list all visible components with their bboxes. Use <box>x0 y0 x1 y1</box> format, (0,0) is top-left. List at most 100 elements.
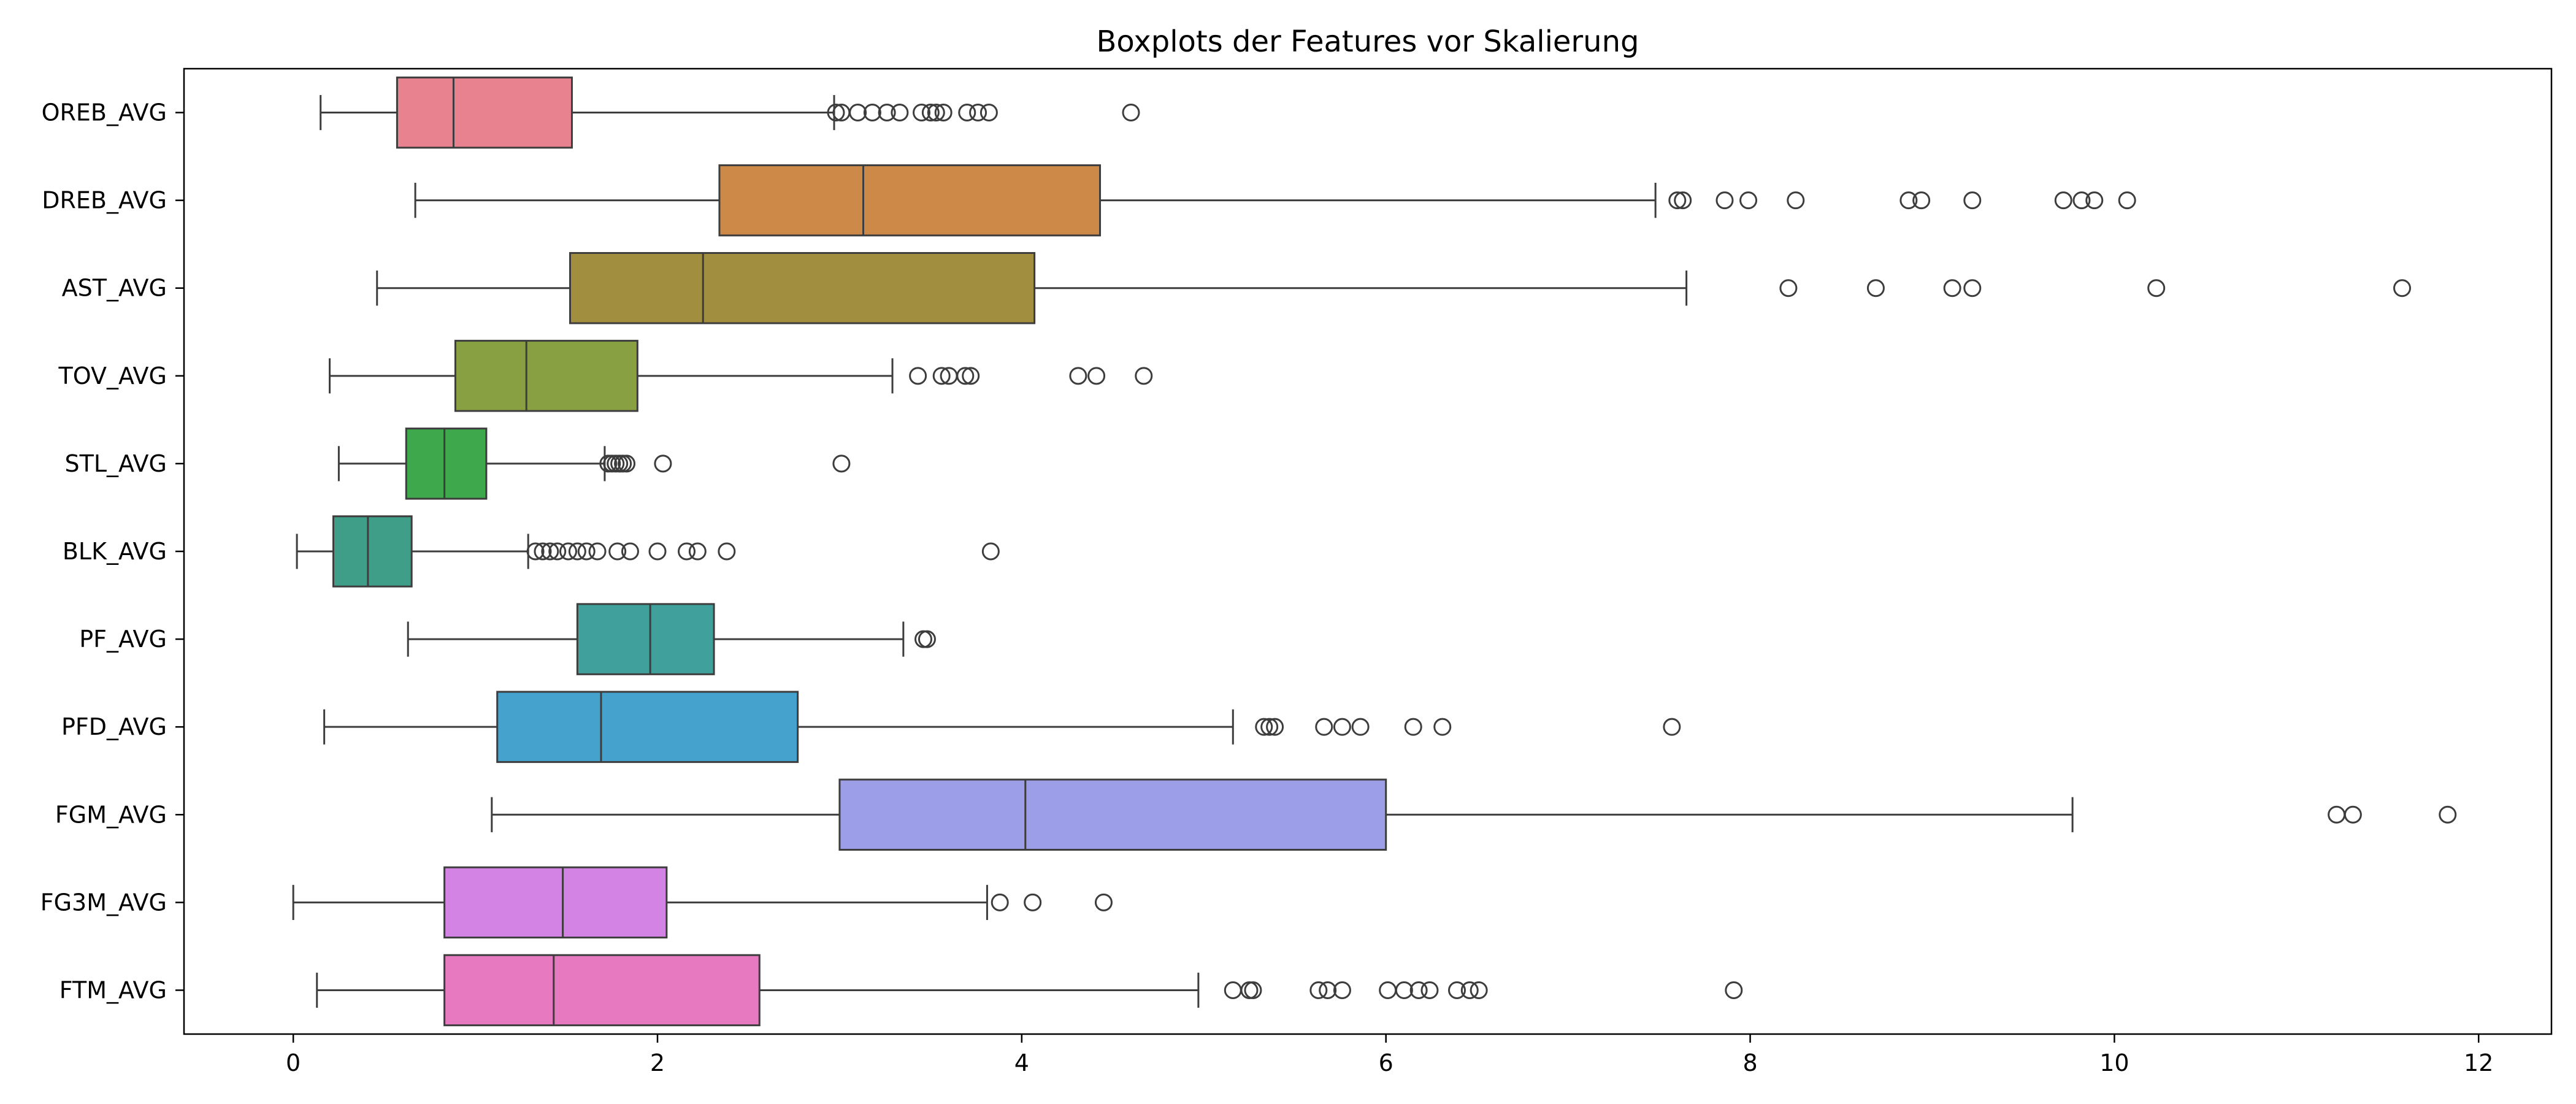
outlier-point <box>1943 279 1961 297</box>
box-group-oreb-avg: OREB_AVG <box>42 76 1140 149</box>
outlier-point <box>526 542 545 561</box>
box-group-pf-avg: PF_AVG <box>79 603 936 675</box>
outlier-point <box>1024 893 1042 911</box>
outlier-point <box>618 454 636 473</box>
box-iqr <box>332 515 413 588</box>
outlier-point <box>1309 981 1328 999</box>
outlier-point <box>1433 718 1452 736</box>
category-label: BLK_AVG <box>63 538 167 565</box>
outlier-point <box>934 104 953 122</box>
outlier-point <box>863 104 881 122</box>
outlier-point <box>962 367 980 385</box>
outlier-point <box>1674 191 1692 210</box>
outlier-point <box>1739 191 1758 210</box>
box-iqr <box>443 866 668 939</box>
outlier-point <box>648 542 667 561</box>
category-label: OREB_AVG <box>42 99 167 126</box>
box-group-fgm-avg: FGM_AVG <box>55 778 2457 851</box>
outlier-point <box>958 104 976 122</box>
outlier-point <box>832 454 851 473</box>
outlier-point <box>1668 191 1687 210</box>
outlier-point <box>1395 981 1413 999</box>
outlier-point <box>1447 981 1466 999</box>
x-tick-label: 0 <box>286 1049 301 1076</box>
outlier-point <box>921 104 940 122</box>
outlier-point <box>1315 718 1333 736</box>
outlier-point <box>2328 805 2346 824</box>
outlier-point <box>568 542 586 561</box>
outlier-point <box>981 542 1000 561</box>
outlier-point <box>2085 191 2104 210</box>
outlier-point <box>1379 981 1397 999</box>
box-iqr <box>496 691 799 763</box>
box-iqr <box>405 427 488 500</box>
outlier-point <box>918 630 936 648</box>
outlier-point <box>1409 981 1428 999</box>
outlier-point <box>2054 191 2072 210</box>
outlier-point <box>1069 367 1087 385</box>
x-tick-label: 2 <box>650 1049 665 1076</box>
outlier-point <box>1963 191 1982 210</box>
outlier-point <box>1087 367 1106 385</box>
category-label: PF_AVG <box>79 626 167 653</box>
outlier-point <box>979 104 998 122</box>
outlier-point <box>849 104 867 122</box>
outlier-point <box>2072 191 2091 210</box>
category-label: DREB_AVG <box>42 187 167 214</box>
outlier-point <box>1866 279 1885 297</box>
outlier-point <box>1912 191 1931 210</box>
outlier-point <box>914 630 933 648</box>
outlier-point <box>718 542 736 561</box>
box-group-fg3m-avg: FG3M_AVG <box>40 866 1113 939</box>
box-iqr <box>718 164 1102 237</box>
outlier-point <box>956 367 975 385</box>
outlier-point <box>1266 718 1284 736</box>
outlier-point <box>1224 981 1242 999</box>
outlier-point <box>1260 718 1279 736</box>
outlier-point <box>577 542 596 561</box>
outlier-point <box>878 104 896 122</box>
outlier-point <box>654 454 672 473</box>
outlier-point <box>991 893 1009 911</box>
x-tick-label: 10 <box>2099 1049 2129 1076</box>
outlier-point <box>1715 191 1734 210</box>
box-group-tov-avg: TOV_AVG <box>58 340 1153 412</box>
box-group-ftm-avg: FTM_AVG <box>59 954 1743 1027</box>
outlier-point <box>621 542 639 561</box>
x-tick-label: 6 <box>1379 1049 1393 1076</box>
outlier-point <box>1333 981 1351 999</box>
category-label: STL_AVG <box>64 450 167 477</box>
outlier-point <box>534 542 552 561</box>
outlier-point <box>969 104 987 122</box>
outlier-point <box>559 542 578 561</box>
category-label: FTM_AVG <box>59 976 167 1003</box>
outlier-point <box>1351 718 1370 736</box>
outlier-point <box>1470 981 1488 999</box>
outlier-point <box>2344 805 2362 824</box>
outlier-point <box>1255 718 1273 736</box>
outlier-point <box>1240 981 1259 999</box>
outlier-point <box>2393 279 2412 297</box>
outlier-point <box>1122 104 1140 122</box>
box-group-blk-avg: BLK_AVG <box>63 515 1000 588</box>
outlier-point <box>913 104 931 122</box>
outlier-point <box>932 367 951 385</box>
x-tick-label: 8 <box>1742 1049 1757 1076</box>
category-label: AST_AVG <box>62 275 167 302</box>
outlier-point <box>1420 981 1439 999</box>
box-iqr <box>454 340 638 412</box>
box-iqr <box>838 778 1387 851</box>
outlier-point <box>1244 981 1262 999</box>
outlier-point <box>2118 191 2136 210</box>
outlier-point <box>1787 191 1805 210</box>
chart-title: Boxplots der Features vor Skalierung <box>1097 25 1639 59</box>
box-group-dreb-avg: DREB_AVG <box>42 164 2136 237</box>
outlier-point <box>688 542 707 561</box>
outlier-point <box>678 542 696 561</box>
outlier-point <box>588 542 607 561</box>
outlier-point <box>909 367 927 385</box>
outlier-point <box>1963 279 1982 297</box>
outlier-point <box>1460 981 1479 999</box>
